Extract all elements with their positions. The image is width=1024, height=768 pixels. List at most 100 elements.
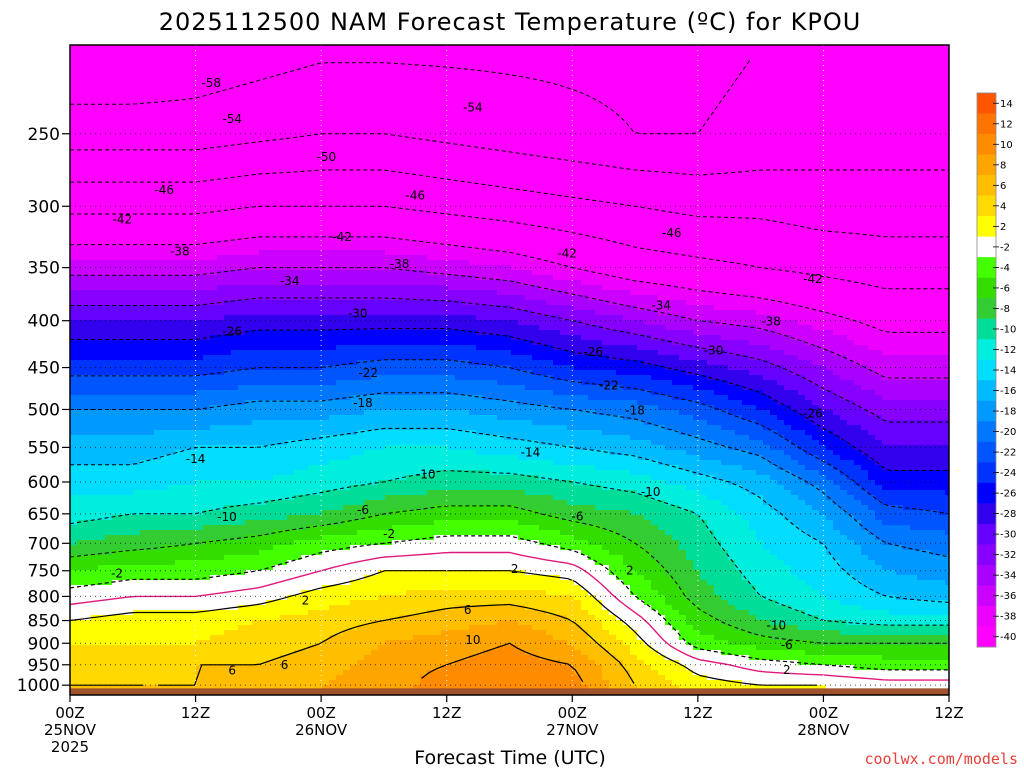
heat-cell: [287, 335, 295, 341]
heat-cell: [252, 665, 260, 671]
heat-cell: [91, 150, 99, 156]
heat-cell: [196, 550, 204, 556]
heat-cell: [308, 210, 316, 216]
heat-cell: [203, 650, 211, 656]
heat-cell: [112, 115, 120, 121]
heat-cell: [161, 330, 169, 336]
heat-cell: [105, 290, 113, 296]
heat-cell: [273, 130, 281, 136]
heat-cell: [273, 625, 281, 631]
heat-cell: [287, 555, 295, 561]
heat-cell: [175, 80, 183, 86]
heat-cell: [133, 355, 141, 361]
heat-cell: [252, 395, 260, 401]
heat-cell: [147, 345, 155, 351]
heat-cell: [245, 625, 253, 631]
heat-cell: [168, 150, 176, 156]
heat-cell: [119, 195, 127, 201]
heat-cell: [231, 420, 239, 426]
heat-cell: [287, 215, 295, 221]
heat-cell: [294, 170, 302, 176]
heat-cell: [140, 175, 148, 181]
heat-cell: [91, 100, 99, 106]
heat-cell: [287, 310, 295, 316]
heat-cell: [238, 635, 246, 641]
heat-cell: [231, 340, 239, 346]
heat-cell: [322, 590, 330, 596]
heat-cell: [336, 185, 344, 191]
heat-cell: [301, 380, 309, 386]
heat-cell: [308, 175, 316, 181]
heat-cell: [308, 190, 316, 196]
heat-cell: [196, 470, 204, 476]
heat-cell: [231, 595, 239, 601]
heat-cell: [70, 175, 78, 181]
heat-cell: [77, 215, 85, 221]
heat-cell: [126, 175, 134, 181]
heat-cell: [322, 630, 330, 636]
heat-cell: [133, 85, 141, 91]
heat-cell: [224, 645, 232, 651]
heat-cell: [203, 140, 211, 146]
heat-cell: [238, 345, 246, 351]
heat-cell: [280, 485, 288, 491]
heat-cell: [322, 665, 330, 671]
heat-cell: [273, 675, 281, 681]
heat-cell: [294, 510, 302, 516]
heat-cell: [161, 540, 169, 546]
heat-cell: [112, 235, 120, 241]
heat-cell: [280, 145, 288, 151]
heat-cell: [329, 355, 337, 361]
heat-cell: [126, 85, 134, 91]
heat-cell: [322, 230, 330, 236]
heat-cell: [182, 500, 190, 506]
heat-cell: [98, 580, 106, 586]
heat-cell: [266, 385, 274, 391]
heat-cell: [161, 555, 169, 561]
heat-cell: [273, 630, 281, 636]
heat-cell: [259, 160, 267, 166]
heat-cell: [91, 390, 99, 396]
heat-cell: [224, 465, 232, 471]
heat-cell: [196, 395, 204, 401]
heat-cell: [224, 280, 232, 286]
heat-cell: [329, 470, 337, 476]
heat-cell: [196, 150, 204, 156]
heat-cell: [105, 400, 113, 406]
heat-cell: [126, 565, 134, 571]
heat-cell: [168, 460, 176, 466]
heat-cell: [322, 505, 330, 511]
heat-cell: [175, 160, 183, 166]
heat-cell: [119, 155, 127, 161]
heat-cell: [259, 615, 267, 621]
heat-cell: [322, 140, 330, 146]
heat-cell: [217, 295, 225, 301]
heat-cell: [84, 220, 92, 226]
heat-cell: [301, 485, 309, 491]
heat-cell: [147, 440, 155, 446]
heat-cell: [140, 485, 148, 491]
heat-cell: [252, 280, 260, 286]
heat-cell: [133, 290, 141, 296]
heat-cell: [210, 140, 218, 146]
heat-cell: [175, 185, 183, 191]
heat-cell: [105, 600, 113, 606]
heat-cell: [224, 310, 232, 316]
heat-cell: [112, 465, 120, 471]
heat-cell: [308, 285, 316, 291]
heat-cell: [70, 510, 78, 516]
heat-cell: [224, 255, 232, 261]
heat-cell: [287, 455, 295, 461]
heat-cell: [203, 475, 211, 481]
heat-cell: [147, 560, 155, 566]
heat-cell: [273, 345, 281, 351]
heat-cell: [238, 145, 246, 151]
heat-cell: [140, 95, 148, 101]
heat-cell: [322, 110, 330, 116]
heat-cell: [301, 385, 309, 391]
heat-cell: [266, 480, 274, 486]
heat-cell: [203, 285, 211, 291]
heat-cell: [119, 200, 127, 206]
heat-cell: [161, 140, 169, 146]
heat-cell: [238, 640, 246, 646]
